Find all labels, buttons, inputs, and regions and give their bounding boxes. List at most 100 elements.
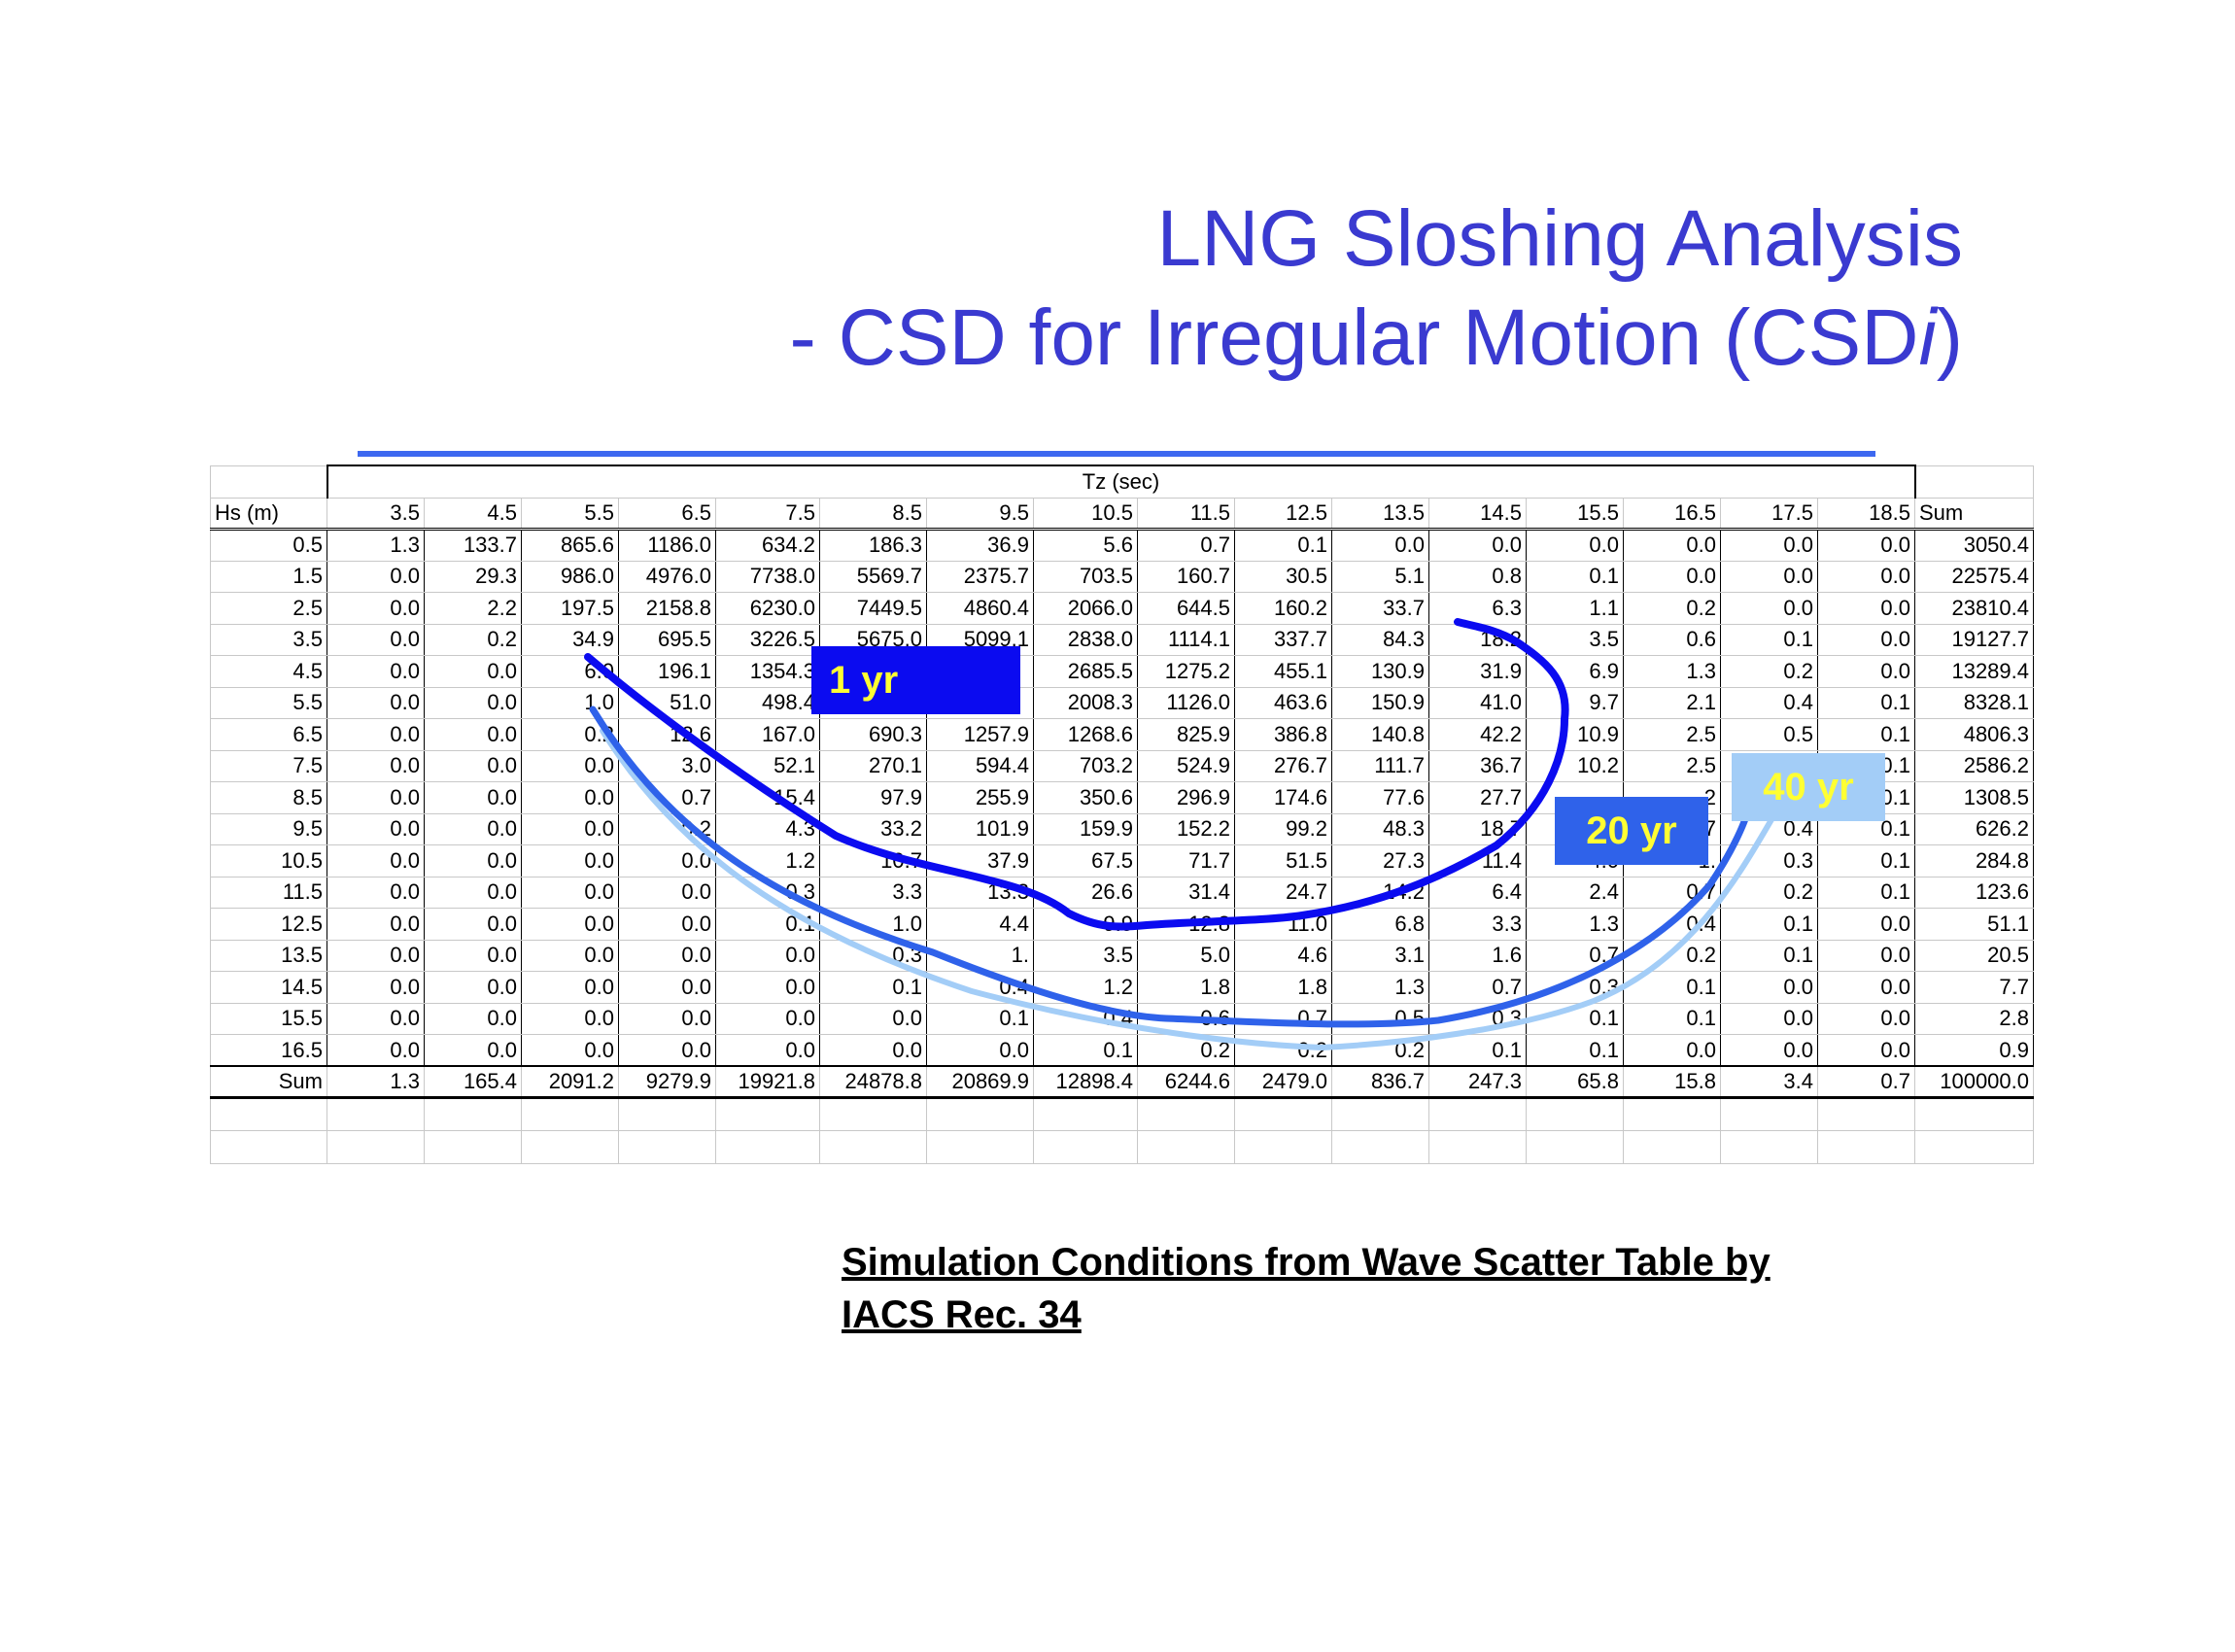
table-cell: 0.0 — [1720, 971, 1818, 1004]
table-cell: 0.7 — [1526, 939, 1624, 972]
table-cell: 160.7 — [1137, 560, 1235, 593]
table-cell: 0.0 — [327, 876, 425, 909]
table-cell: 0.5 — [1331, 1002, 1429, 1035]
table-cell: 0.0 — [521, 1002, 619, 1035]
row-sum: 7.7 — [1914, 971, 2034, 1004]
table-cell: 0.1 — [1526, 1034, 1624, 1067]
table-cell: 0.0 — [424, 1002, 522, 1035]
table-cell: 0.0 — [1526, 529, 1624, 562]
blank-cell — [715, 1130, 820, 1164]
table-cell: 634.2 — [715, 529, 820, 562]
tz-value: 11.5 — [1137, 497, 1235, 531]
table-cell: 0.0 — [618, 1002, 716, 1035]
caption-line-2: IACS Rec. 34 — [842, 1293, 1082, 1336]
table-cell: 27.3 — [1331, 844, 1429, 878]
table-cell: 33.7 — [1331, 592, 1429, 625]
row-sum: 23810.4 — [1914, 592, 2034, 625]
table-cell: 0.3 — [1428, 1002, 1527, 1035]
table-cell: 0.0 — [521, 1034, 619, 1067]
table-cell: 29.3 — [424, 560, 522, 593]
row-sum: 2.8 — [1914, 1002, 2034, 1035]
tz-value: 5.5 — [521, 497, 619, 531]
blank-cell — [926, 1097, 1034, 1131]
blank-cell — [1033, 1130, 1138, 1164]
table-cell: 18.2 — [1428, 623, 1527, 656]
tz-value: 9.5 — [926, 497, 1034, 531]
blank-cell — [1137, 1097, 1235, 1131]
table-cell: 0.0 — [424, 876, 522, 909]
blank-cell — [1428, 1130, 1527, 1164]
table-cell: 48.3 — [1331, 812, 1429, 845]
table-cell: 1.0 — [521, 686, 619, 719]
column-sum: 1.3 — [327, 1065, 425, 1099]
table-cell: 0.2 — [1623, 592, 1721, 625]
table-cell: 2.5 — [1623, 718, 1721, 751]
table-cell: 6.3 — [1428, 592, 1527, 625]
table-cell: 3.0 — [618, 749, 716, 782]
table-cell: 0.4 — [926, 971, 1034, 1004]
row-sum: 3050.4 — [1914, 529, 2034, 562]
table-cell: 0.1 — [1817, 718, 1915, 751]
table-cell: 67.5 — [1033, 844, 1138, 878]
table-cell: 42.2 — [1428, 718, 1527, 751]
table-cell: 463.6 — [1234, 686, 1332, 719]
blank-cell — [521, 1130, 619, 1164]
row-sum: 20.5 — [1914, 939, 2034, 972]
table-cell: 174.6 — [1234, 781, 1332, 814]
table-row: 2.5 0.0 2.2 197.5 2158.8 6230.0 7449.5 4860.4 20… — [210, 592, 2034, 625]
hs-value: 16.5 — [210, 1034, 327, 1067]
table-cell: 0.0 — [424, 971, 522, 1004]
table-cell: 152.2 — [1137, 812, 1235, 845]
table-cell: 0.1 — [1623, 1002, 1721, 1035]
row-sum: 51.1 — [1914, 908, 2034, 941]
table-cell: 0.8 — [1428, 560, 1527, 593]
table-cell: 31.4 — [1137, 876, 1235, 909]
table-cell: 9.7 — [1526, 686, 1624, 719]
hs-value: 14.5 — [210, 971, 327, 1004]
blank-cell — [1428, 1097, 1527, 1131]
table-cell: 0.0 — [424, 939, 522, 972]
table-cell: 270.1 — [819, 749, 927, 782]
table-cell: 6.9 — [1526, 655, 1624, 688]
blank-cell — [210, 1097, 327, 1131]
table-cell: 2158.8 — [618, 592, 716, 625]
row-sum: 0.9 — [1914, 1034, 2034, 1067]
table-cell: 0.0 — [424, 655, 522, 688]
sum-row: Sum 1.3 165.4 2091.2 9279.9 19921.8 24878.8 208… — [210, 1065, 2034, 1099]
hs-axis-label: Hs (m) — [210, 497, 327, 531]
tz-value: 15.5 — [1526, 497, 1624, 531]
table-cell: 159.9 — [1033, 812, 1138, 845]
row-sum: 284.8 — [1914, 844, 2034, 878]
table-cell: 3.1 — [1331, 939, 1429, 972]
table-cell: 1.2 — [1033, 971, 1138, 1004]
table-cell: 6.0 — [521, 655, 619, 688]
blank-cell — [1817, 1097, 1915, 1131]
blank-cell — [1817, 1130, 1915, 1164]
title-line-2: - CSD for Irregular Motion (CSDi) — [790, 289, 1963, 388]
table-cell: 0.0 — [1817, 655, 1915, 688]
tz-value: 17.5 — [1720, 497, 1818, 531]
blank-cell — [210, 1130, 327, 1164]
table-cell: 455.1 — [1234, 655, 1332, 688]
row-sum: 19127.7 — [1914, 623, 2034, 656]
blank-cell — [1914, 1097, 2034, 1131]
table-cell: 0.0 — [327, 623, 425, 656]
title-line-2-suffix: ) — [1936, 293, 1963, 382]
hs-value: 2.5 — [210, 592, 327, 625]
table-cell: 1.3 — [1623, 655, 1721, 688]
blank-cell — [1526, 1130, 1624, 1164]
column-sum: 15.8 — [1623, 1065, 1721, 1099]
table-cell: 0.0 — [618, 1034, 716, 1067]
table-cell: 0.0 — [1817, 939, 1915, 972]
table-cell: 84.3 — [1331, 623, 1429, 656]
table-cell: 1. — [926, 939, 1034, 972]
table-cell: 6.8 — [1331, 908, 1429, 941]
table-cell: 0.1 — [926, 1002, 1034, 1035]
table-cell: 1.2 — [715, 844, 820, 878]
table-cell: 133.7 — [424, 529, 522, 562]
table-cell: 130.9 — [1331, 655, 1429, 688]
hs-value: 1.5 — [210, 560, 327, 593]
table-cell: 0.0 — [424, 1034, 522, 1067]
table-row: 12.5 0.0 0.0 0.0 0.0 0.1 1.0 4.4 9.9 12.8 11.0 6.8 3… — [210, 908, 2034, 941]
table-cell: 0.1 — [1720, 939, 1818, 972]
